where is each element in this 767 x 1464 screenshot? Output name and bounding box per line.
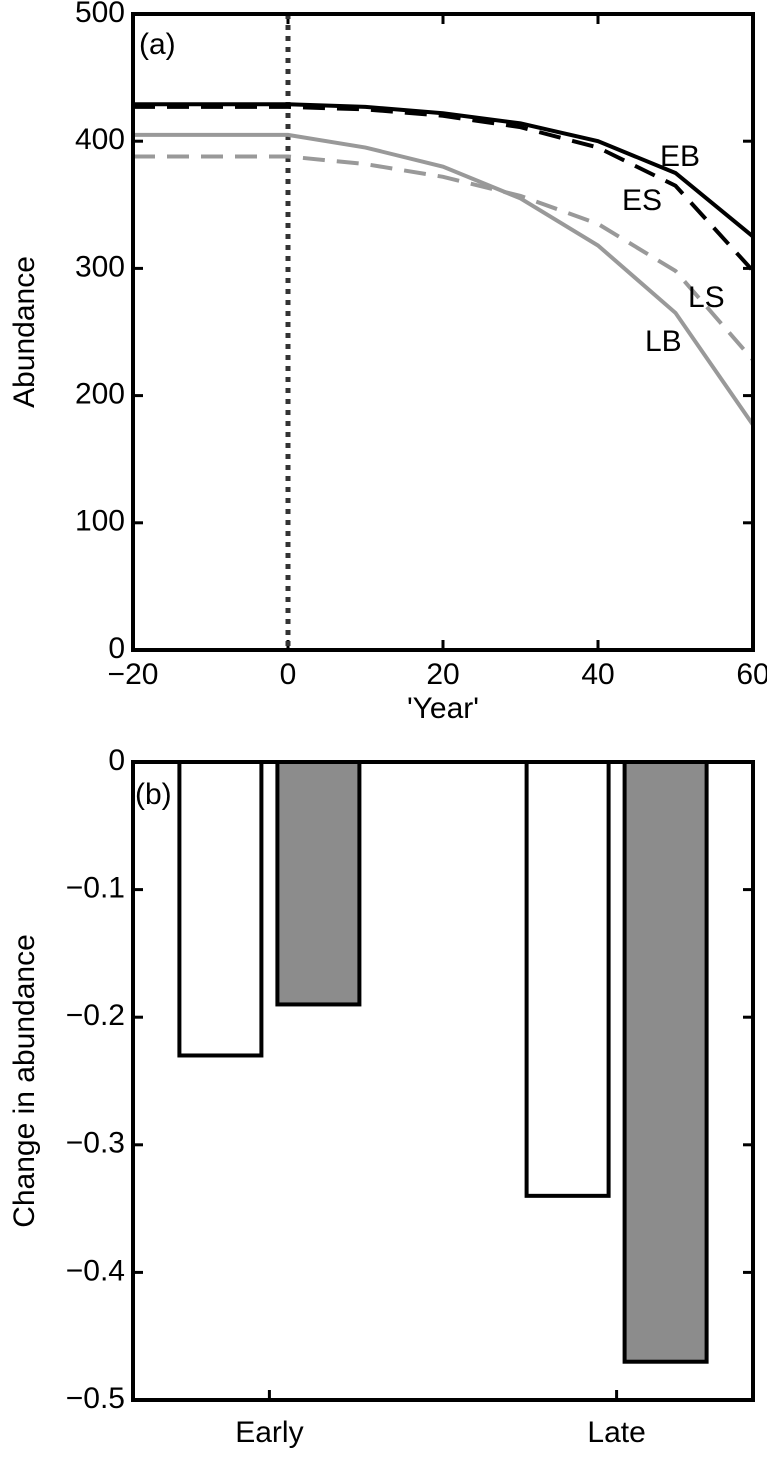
- annotation: LS: [688, 281, 725, 314]
- line-series: [133, 104, 755, 273]
- x-tick-label: Late: [587, 1416, 645, 1449]
- annotation: (b): [135, 778, 172, 811]
- y-axis-label: Change in abundance: [8, 934, 41, 1228]
- annotation: ES: [622, 184, 662, 217]
- y-tick-label: −0.4: [66, 1254, 125, 1287]
- y-tick-label: 0: [108, 632, 125, 665]
- y-tick-label: −0.3: [66, 1127, 125, 1160]
- x-tick-label: 0: [280, 658, 297, 691]
- plot-frame: [131, 12, 755, 652]
- annotation: (a): [139, 28, 176, 61]
- line-series: [133, 154, 755, 362]
- x-tick-label: Early: [235, 1416, 303, 1449]
- y-tick-label: −0.5: [66, 1382, 125, 1415]
- x-tick-label: 40: [581, 658, 614, 691]
- x-axis-label: 'Year': [407, 692, 479, 725]
- bar: [622, 760, 709, 1364]
- y-tick-label: 500: [75, 0, 125, 29]
- y-tick-label: 0: [108, 744, 125, 777]
- line-series: [133, 132, 755, 426]
- bar: [275, 760, 362, 1007]
- x-tick-label: 60: [736, 658, 767, 691]
- y-tick-label: 100: [75, 505, 125, 538]
- x-tick-label: 20: [426, 658, 459, 691]
- annotation: EB: [660, 140, 700, 173]
- plot-frame: [131, 760, 755, 1402]
- y-tick-label: 400: [75, 123, 125, 156]
- bar: [524, 760, 611, 1198]
- y-tick-label: 200: [75, 378, 125, 411]
- y-axis-label: Abundance: [8, 256, 41, 408]
- line-series: [133, 102, 755, 239]
- bar: [177, 760, 264, 1058]
- annotation: LB: [645, 325, 682, 358]
- y-tick-label: 300: [75, 250, 125, 283]
- y-tick-label: −0.2: [66, 999, 125, 1032]
- x-tick-label: −20: [108, 658, 159, 691]
- y-tick-label: −0.1: [66, 872, 125, 905]
